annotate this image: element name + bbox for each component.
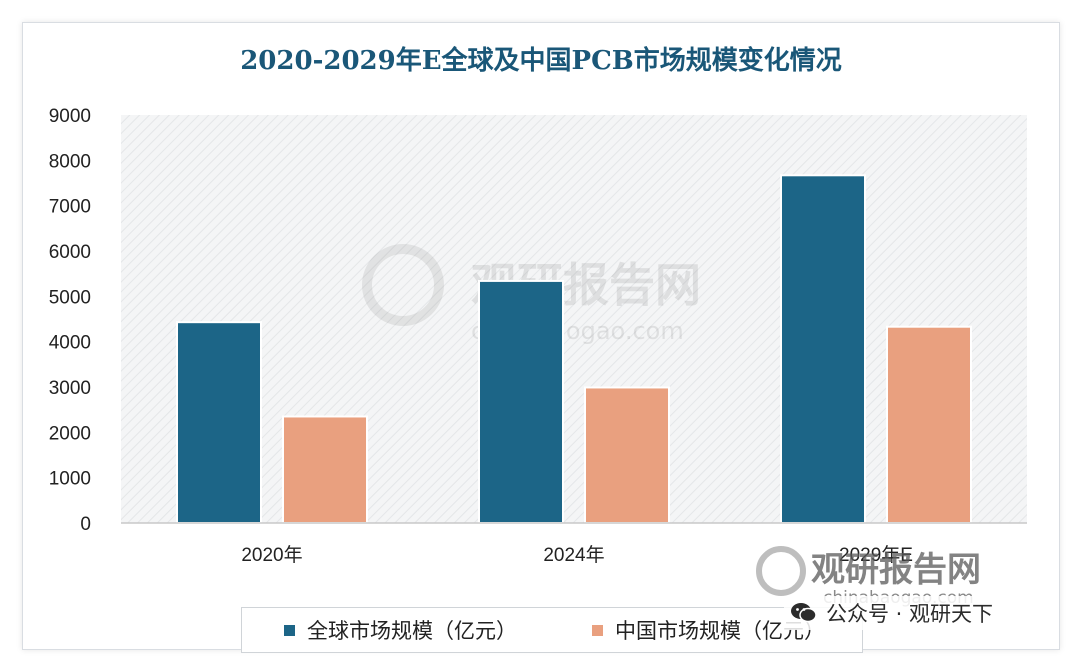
plot-area — [121, 115, 1027, 523]
y-tick-label: 6000 — [49, 242, 91, 263]
y-tick-label: 5000 — [49, 287, 91, 308]
watermark-logo-icon — [362, 244, 444, 326]
legend-label-global: 全球市场规模（亿元） — [307, 619, 517, 643]
y-tick-label: 7000 — [49, 197, 91, 218]
bar-china-2 — [886, 325, 972, 524]
legend-item-global: 全球市场规模（亿元） — [284, 618, 517, 643]
chart-svg: 2020-2029年E全球及中国PCB市场规模变化情况 观研报告网 chinab… — [49, 45, 1027, 608]
wechat-footer: 公众号 · 观研天下 — [784, 596, 1000, 630]
y-tick-label: 8000 — [49, 151, 91, 172]
y-tick-label: 9000 — [49, 106, 91, 127]
y-axis: 0 1000 2000 3000 4000 5000 6000 7000 8000 9000 — [49, 106, 91, 535]
legend: 全球市场规模（亿元） 中国市场规模（亿元） — [241, 607, 863, 653]
y-tick-label: 0 — [80, 514, 91, 535]
y-tick-label: 1000 — [49, 469, 91, 490]
bar-global-1 — [478, 279, 564, 525]
legend-swatch-china — [592, 624, 603, 636]
x-axis: 2020年 2024年 2029年E — [241, 544, 913, 566]
watermark-corner-icon — [756, 546, 806, 596]
y-tick-label: 3000 — [49, 378, 91, 399]
bar-china-1 — [584, 386, 670, 524]
x-tick-label: 2024年 — [543, 544, 604, 566]
legend-swatch-global — [284, 624, 295, 636]
bar-china-0 — [282, 415, 368, 525]
bar-global-0 — [176, 321, 262, 524]
x-tick-label: 2029年E — [839, 544, 913, 566]
chart-title: 2020-2029年E全球及中国PCB市场规模变化情况 — [240, 45, 842, 76]
bars — [176, 174, 972, 525]
y-tick-label: 2000 — [49, 423, 91, 444]
y-tick-label: 4000 — [49, 333, 91, 354]
wechat-footer-text: 公众号 · 观研天下 — [826, 602, 994, 626]
wechat-icon — [790, 601, 818, 625]
x-tick-label: 2020年 — [241, 544, 302, 566]
bar-global-2 — [780, 174, 866, 524]
watermark-corner-brand: 观研报告网 — [811, 550, 981, 590]
chart-card: 2020-2029年E全球及中国PCB市场规模变化情况 观研报告网 chinab… — [22, 22, 1060, 653]
